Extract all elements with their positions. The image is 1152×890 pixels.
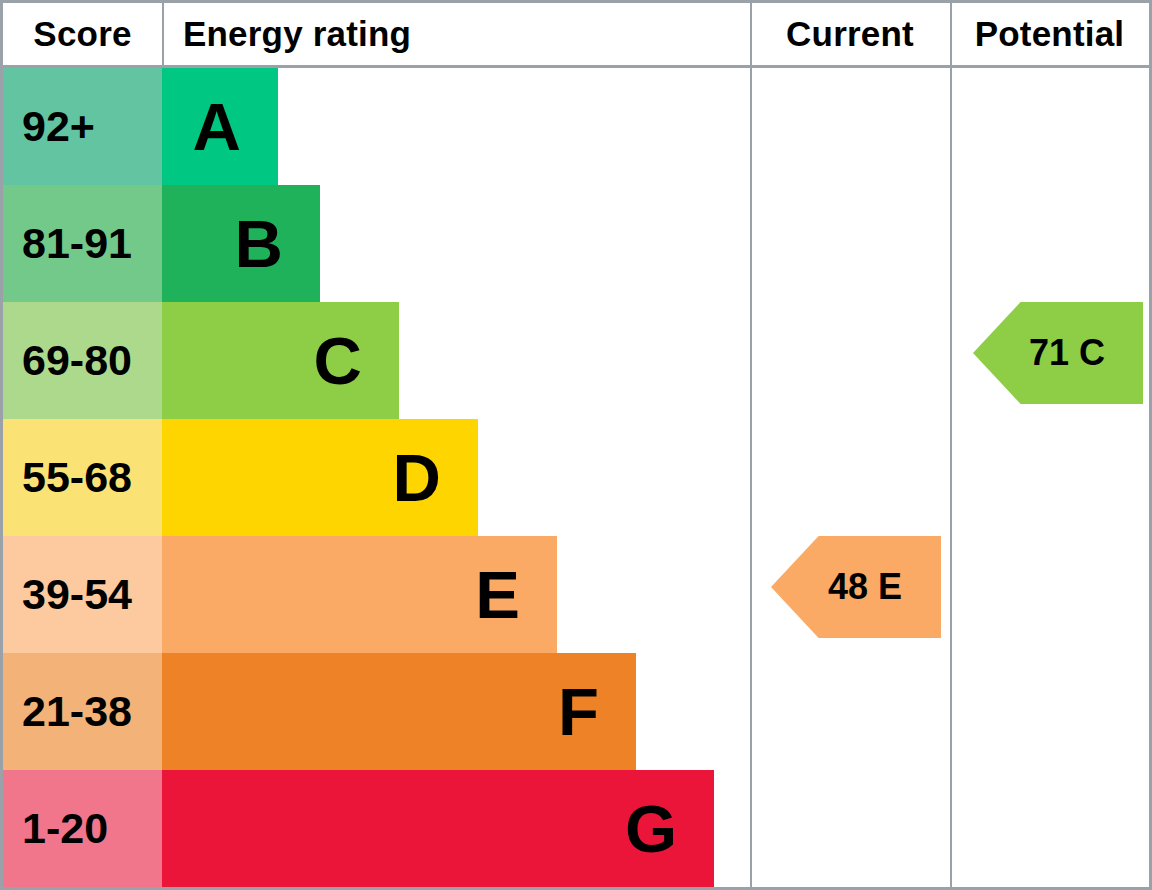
band-letter: F xyxy=(558,673,599,750)
band-letter: E xyxy=(475,556,520,633)
score-range-cell: 69-80 xyxy=(3,302,162,419)
epc-band-row-d: 55-68 D xyxy=(3,419,1149,536)
header-score: Score xyxy=(3,3,162,65)
potential-rating-label: 71 C xyxy=(1029,332,1105,374)
score-range-cell: 81-91 xyxy=(3,185,162,302)
band-letter: B xyxy=(235,205,283,282)
band-letter: A xyxy=(193,88,241,165)
epc-chart: Score Energy rating Current Potential 92… xyxy=(0,0,1152,890)
band-letter: G xyxy=(625,790,677,867)
rating-bar-f: F xyxy=(162,653,636,770)
header-row: Score Energy rating Current Potential xyxy=(3,3,1149,68)
band-letter: C xyxy=(314,322,362,399)
rating-bar-e: E xyxy=(162,536,557,653)
epc-band-row-g: 1-20 G xyxy=(3,770,1149,887)
epc-band-row-a: 92+ A xyxy=(3,68,1149,185)
header-potential: Potential xyxy=(950,3,1149,65)
score-range-cell: 1-20 xyxy=(3,770,162,887)
epc-band-row-c: 69-80 C xyxy=(3,302,1149,419)
rating-bar-b: B xyxy=(162,185,320,302)
column-divider-current xyxy=(750,3,752,887)
epc-band-row-f: 21-38 F xyxy=(3,653,1149,770)
column-divider-potential xyxy=(950,3,952,887)
epc-band-row-b: 81-91 B xyxy=(3,185,1149,302)
header-current: Current xyxy=(750,3,950,65)
current-rating-label: 48 E xyxy=(828,566,902,608)
rating-bar-d: D xyxy=(162,419,478,536)
band-letter: D xyxy=(393,439,441,516)
header-energy-rating: Energy rating xyxy=(162,3,750,65)
score-range-cell: 21-38 xyxy=(3,653,162,770)
rating-bar-a: A xyxy=(162,68,278,185)
rating-bar-g: G xyxy=(162,770,714,887)
score-range-cell: 39-54 xyxy=(3,536,162,653)
score-range-cell: 55-68 xyxy=(3,419,162,536)
rating-bar-c: C xyxy=(162,302,399,419)
band-rows: 92+ A 81-91 B 69-80 C 55-68 D 39-54 E 21-38 F 1-20 G xyxy=(3,68,1149,887)
epc-band-row-e: 39-54 E xyxy=(3,536,1149,653)
score-range-cell: 92+ xyxy=(3,68,162,185)
